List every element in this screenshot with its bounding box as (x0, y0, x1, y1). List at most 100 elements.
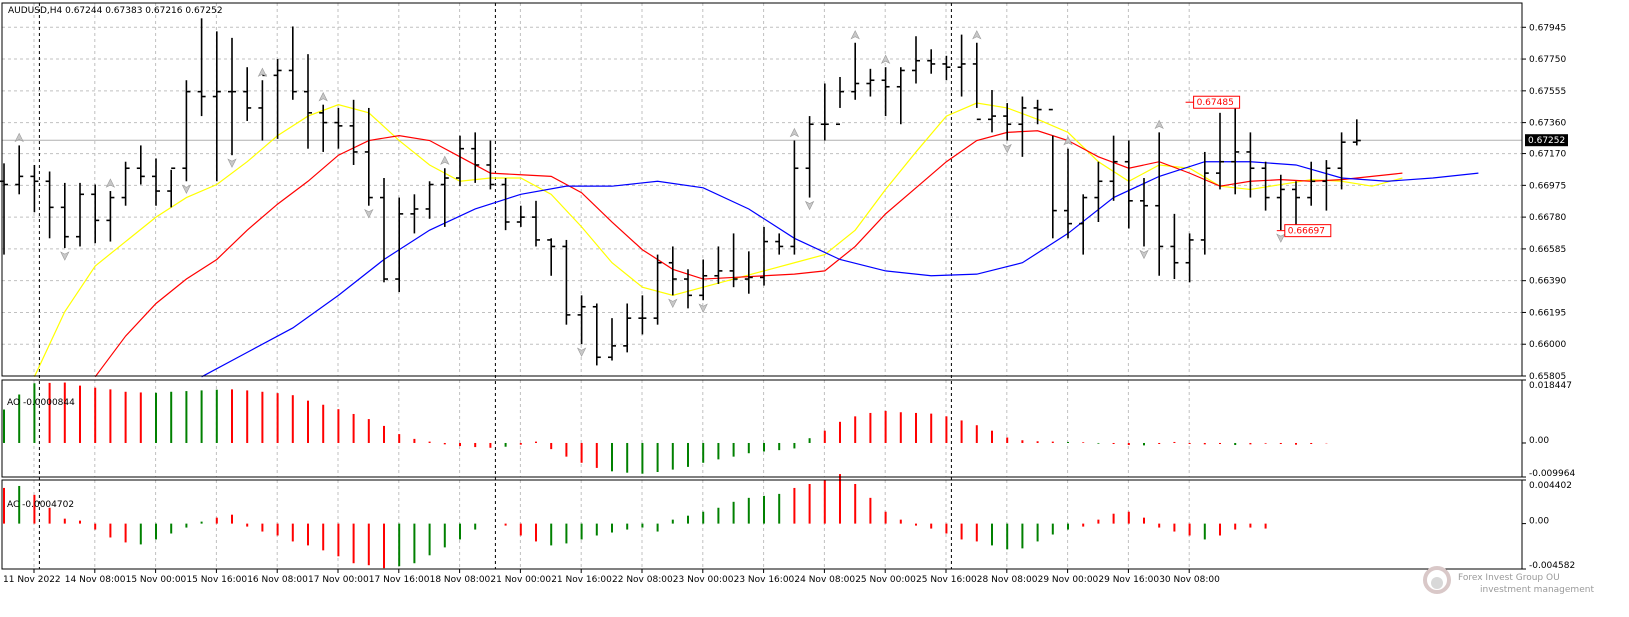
ac-tick-label: 0.00 (1529, 517, 1549, 527)
ohlc-bar (805, 116, 814, 198)
time-tick-label: 15 Nov 00:00 (126, 575, 187, 585)
ohlc-bar (1155, 132, 1164, 276)
ohlc-bar (258, 74, 267, 141)
price-tick-label: 0.66000 (1529, 340, 1566, 350)
fractal-down-arrow (1002, 143, 1012, 154)
price-tick-label: 0.67945 (1529, 23, 1566, 33)
time-tick-label: 29 Nov 16:00 (1098, 575, 1159, 585)
fractal-down-arrow (1139, 249, 1149, 260)
time-tick-label: 25 Nov 16:00 (916, 575, 977, 585)
ohlc-bar (744, 251, 753, 294)
ao-tick-label: -0.009964 (1529, 469, 1575, 479)
ohlc-bar (775, 233, 784, 255)
ohlc-bar (1170, 213, 1179, 280)
ohlc-bar (410, 194, 419, 234)
ohlc-bar (1231, 103, 1240, 195)
moving-average-line (33, 102, 1403, 378)
ohlc-bar (1246, 132, 1255, 198)
ohlc-bar (577, 295, 586, 345)
ac-tick-label: -0.004582 (1529, 561, 1575, 571)
ohlc-bar (334, 107, 343, 149)
ohlc-bar (30, 164, 39, 213)
ohlc-bar (562, 239, 571, 325)
ohlc-bar (1094, 161, 1103, 223)
ohlc-bar (319, 104, 328, 152)
ohlc-bar (729, 233, 738, 288)
price-tick-label: 0.66975 (1529, 181, 1566, 191)
fractal-down-arrow (60, 251, 70, 261)
price-bars (0, 18, 1361, 366)
fractal-down-arrow (227, 158, 237, 168)
ohlc-bar (380, 178, 388, 283)
ao-indicator-label: AO -0.0000844 (7, 398, 75, 408)
pane-frames (1, 2, 1523, 570)
time-tick-label: 23 Nov 00:00 (673, 575, 734, 585)
axis-labels: 0.67945 0.67750 0.67555 0.67360 0.67170 0.669… (3, 23, 1575, 585)
ohlc-bar (1216, 112, 1224, 190)
moving-averages (33, 102, 1479, 378)
price-tick-label: 0.67360 (1529, 119, 1566, 129)
watermark-title: Forex Invest Group OU (1458, 573, 1560, 583)
annotation-label: 0.66697 (1288, 227, 1325, 237)
ohlc-bar (927, 49, 936, 74)
price-tick-label: 0.67170 (1529, 150, 1566, 160)
fractal-up-arrow (972, 30, 982, 40)
ao-tick-label: 0.018447 (1529, 381, 1572, 391)
ao-tick-label: 0.00 (1529, 436, 1549, 446)
ohlc-bar (1003, 103, 1012, 141)
ohlc-bar (653, 254, 662, 325)
watermark-logo-icon (1423, 566, 1451, 594)
time-tick-label: 18 Nov 08:00 (430, 575, 491, 585)
ohlc-bar (1337, 132, 1346, 190)
ac-histogram (3, 474, 1267, 569)
fractal-up-arrow (1154, 119, 1164, 130)
ohlc-bar (623, 303, 632, 353)
ohlc-bar (547, 238, 556, 276)
ohlc-bar (516, 205, 525, 227)
ohlc-bar (121, 161, 130, 206)
fractal-down-arrow (668, 298, 678, 309)
price-tick-label: 0.66585 (1529, 245, 1566, 255)
fractal-up-arrow (318, 92, 328, 102)
ohlc-bar (1018, 96, 1027, 157)
ohlc-bar (243, 67, 252, 121)
annotation-box (1284, 224, 1332, 238)
ohlc-bar (668, 246, 677, 296)
grid-lines (2, 3, 1522, 569)
time-tick-label: 21 Nov 00:00 (490, 575, 551, 585)
ohlc-bar (1185, 233, 1194, 283)
ohlc-bar (1322, 160, 1331, 211)
pane-frame (1, 379, 1523, 478)
ohlc-bar (1064, 148, 1072, 239)
time-tick-label: 29 Nov 00:00 (1038, 575, 1099, 585)
ao-histogram (3, 382, 1328, 474)
ohlc-bar (608, 318, 616, 361)
ohlc-bar (1276, 174, 1285, 231)
ohlc-bar (957, 34, 966, 97)
ohlc-bar (1033, 99, 1042, 125)
ohlc-bar (228, 37, 236, 156)
time-tick-label: 25 Nov 00:00 (855, 575, 916, 585)
time-tick-label: 23 Nov 16:00 (734, 575, 795, 585)
ohlc-bar (76, 182, 84, 247)
time-tick-label: 28 Nov 08:00 (977, 575, 1038, 585)
time-tick-label: 21 Nov 16:00 (551, 575, 612, 585)
time-tick-label: 15 Nov 16:00 (186, 575, 247, 585)
ohlc-bar (684, 269, 692, 309)
time-tick-label: 11 Nov 2022 (3, 575, 61, 585)
ohlc-bar (501, 178, 510, 231)
fractal-up-arrow (257, 67, 268, 77)
watermark-subtitle: investment management (1480, 585, 1594, 595)
watermark-logo: Forex Invest Group OU investment managem… (1423, 566, 1594, 595)
fractal-up-arrow (105, 178, 116, 188)
time-tick-label: 24 Nov 08:00 (794, 575, 855, 585)
symbol-title: AUDUSD,H4 0.67244 0.67383 0.67216 0.6725… (8, 6, 223, 16)
ohlc-bar (60, 182, 69, 249)
ohlc-bar (836, 76, 844, 126)
ohlc-bar (1124, 140, 1133, 229)
fractal-down-arrow (576, 347, 587, 357)
ohlc-bar (851, 42, 860, 100)
ohlc-bar (212, 31, 221, 182)
ohlc-bar (304, 54, 312, 149)
